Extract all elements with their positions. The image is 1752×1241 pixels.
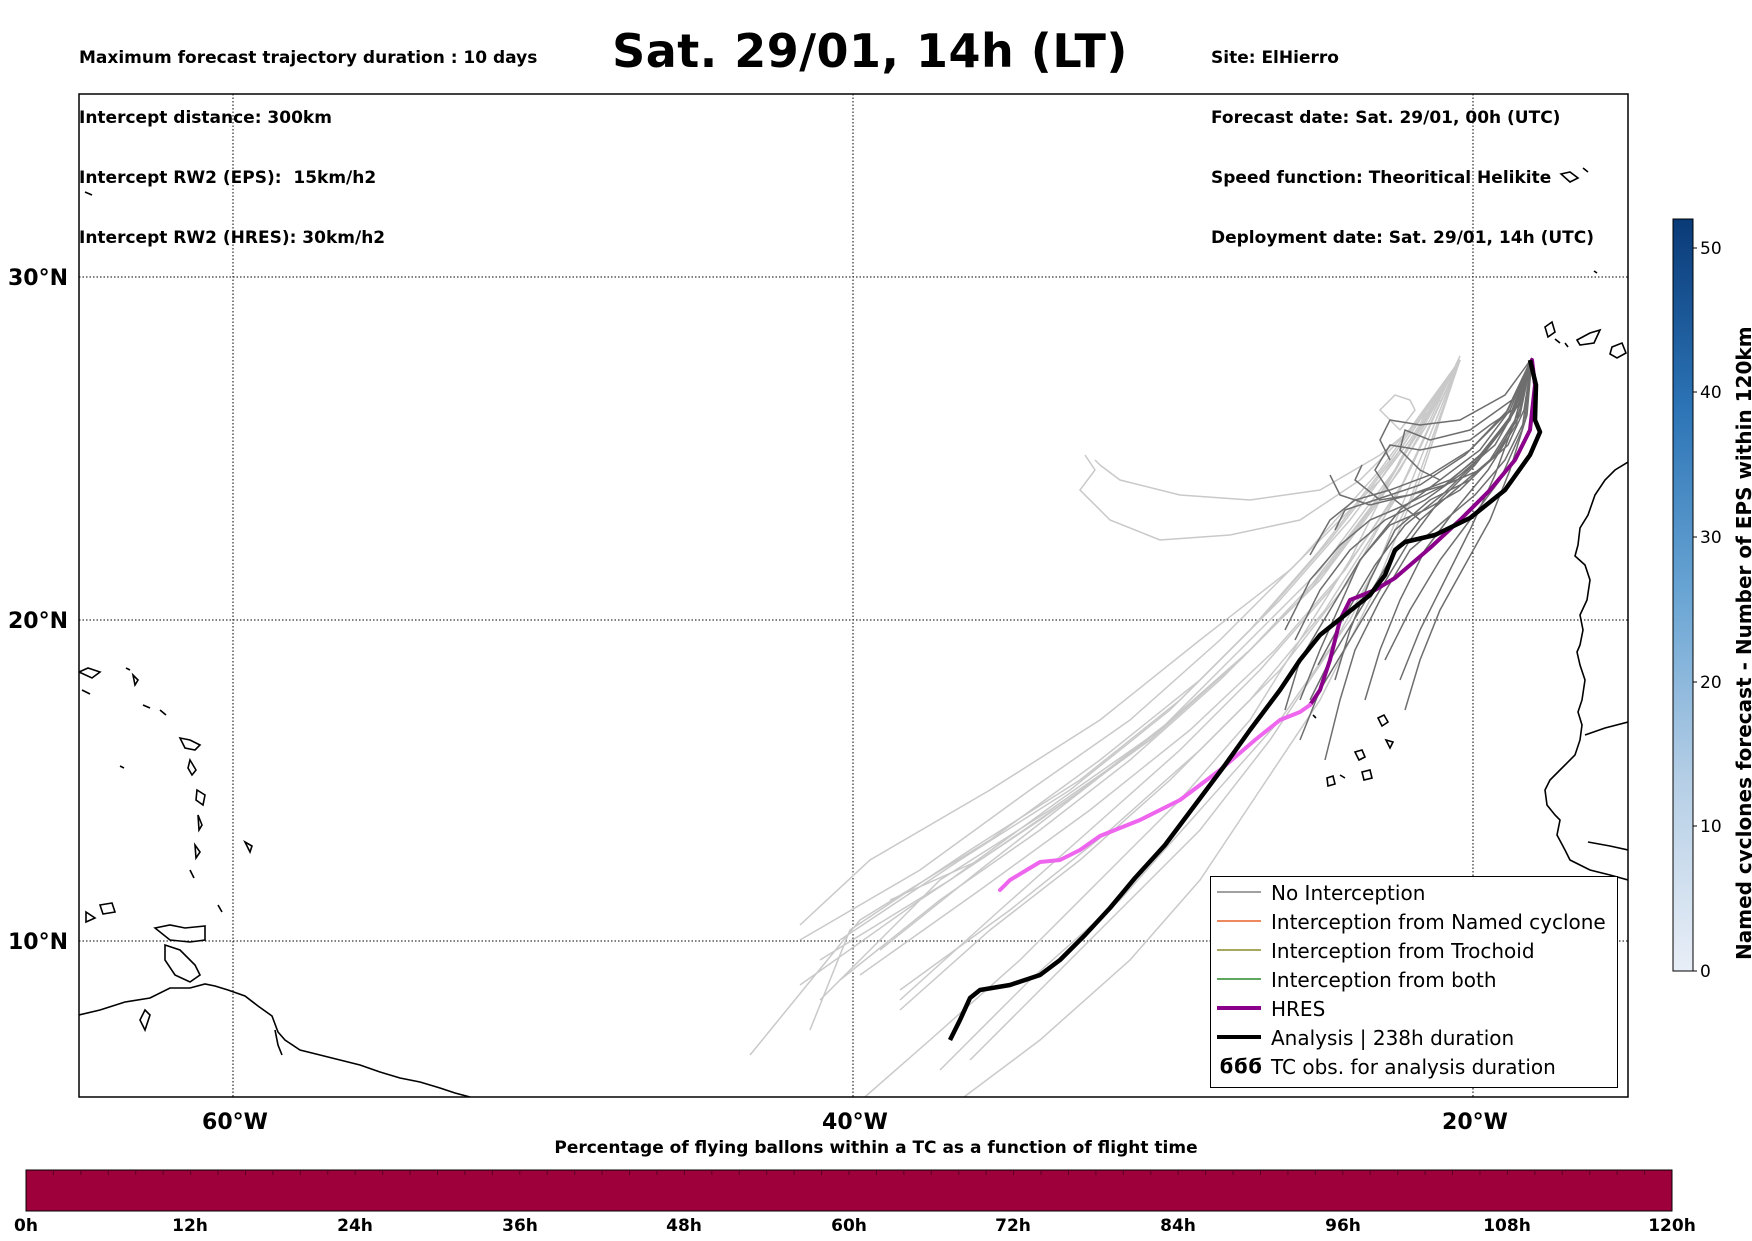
hbar-tick: 24h — [337, 1216, 373, 1236]
cb-tick: 20 — [1700, 673, 1722, 693]
hbar-tick: 12h — [172, 1216, 208, 1236]
legend-label: Interception from Named cyclone — [1271, 909, 1606, 934]
param-line: Maximum forecast trajectory duration : 1… — [79, 48, 538, 68]
hbar-tick: 120h — [1648, 1216, 1696, 1236]
hbar-tick: 48h — [666, 1216, 702, 1236]
legend-label: TC obs. for analysis duration — [1271, 1054, 1556, 1079]
hbar-tick: 0h — [14, 1216, 38, 1236]
legend: No Interception Interception from Named … — [1210, 876, 1618, 1088]
legend-item: Analysis | 238h duration — [1211, 1023, 1611, 1052]
lon-label: 20°W — [1442, 1110, 1508, 1135]
lon-label: 40°W — [822, 1110, 888, 1135]
cb-tick: 0 — [1700, 962, 1711, 982]
tc-obs-symbol: ϭϭϭ — [1219, 1054, 1262, 1078]
legend-item: Interception from both — [1211, 965, 1611, 994]
site-line: Forecast date: Sat. 29/01, 00h (UTC) — [1211, 108, 1561, 128]
legend-label: Analysis | 238h duration — [1271, 1025, 1515, 1050]
legend-label: No Interception — [1271, 880, 1426, 905]
vertical-colorbar: 0 10 20 30 40 50 — [1672, 218, 1722, 982]
lat-label: 20°N — [8, 609, 68, 634]
site-line: Deployment date: Sat. 29/01, 14h (UTC) — [1211, 228, 1595, 248]
lat-label: 10°N — [8, 930, 68, 955]
colorbar-label: Named cyclones forecast - Number of EPS … — [1732, 326, 1752, 960]
hbar-tick: 84h — [1160, 1216, 1196, 1236]
map-frame — [78, 93, 1629, 1098]
legend-item: No Interception — [1211, 878, 1611, 907]
page-title: Sat. 29/01, 14h (LT) — [0, 24, 1752, 78]
legend-item: Interception from Named cyclone — [1211, 907, 1611, 936]
forecast-parameters: Maximum forecast trajectory duration : 1… — [79, 8, 537, 268]
lon-label: 60°W — [202, 1110, 268, 1135]
cb-tick: 40 — [1700, 383, 1722, 403]
site-line: Speed function: Theoritical Helikite — [1211, 168, 1552, 188]
hbar-tick: 60h — [831, 1216, 867, 1236]
legend-item: Interception from Trochoid — [1211, 936, 1611, 965]
site-line: Site: ElHierro — [1211, 48, 1339, 68]
cb-tick: 10 — [1700, 817, 1722, 837]
colorbar-title: Percentage of flying ballons within a TC… — [554, 1138, 1198, 1158]
hbar-tick: 108h — [1483, 1216, 1531, 1236]
cb-tick: 30 — [1700, 528, 1722, 548]
site-info: Site: ElHierro Forecast date: Sat. 29/01… — [1211, 8, 1594, 268]
legend-item: HRES — [1211, 994, 1611, 1023]
legend-label: HRES — [1271, 996, 1326, 1021]
eps-trajectories-dark — [1284, 357, 1533, 761]
gridlines — [79, 94, 1628, 1097]
hbar-tick: 72h — [995, 1216, 1031, 1236]
legend-item: ϭϭϭ TC obs. for analysis duration — [1211, 1052, 1611, 1081]
coastlines — [79, 167, 1628, 1097]
hbar-tick: 96h — [1325, 1216, 1361, 1236]
analysis-trajectory — [947, 359, 1543, 1042]
hbar-tick: 36h — [502, 1216, 538, 1236]
param-line: Intercept RW2 (EPS): 15km/h2 — [79, 168, 377, 188]
param-line: Intercept distance: 300km — [79, 108, 332, 128]
legend-label: Interception from both — [1271, 967, 1497, 992]
param-line: Intercept RW2 (HRES): 30km/h2 — [79, 228, 386, 248]
lat-label: 30°N — [8, 266, 68, 291]
hres-trajectory — [998, 358, 1537, 892]
title-text: Sat. 29/01, 14h (LT) — [612, 24, 1128, 78]
horizontal-colorbar — [25, 1169, 1673, 1212]
legend-label: Interception from Trochoid — [1271, 938, 1535, 963]
cb-tick: 50 — [1700, 239, 1722, 259]
